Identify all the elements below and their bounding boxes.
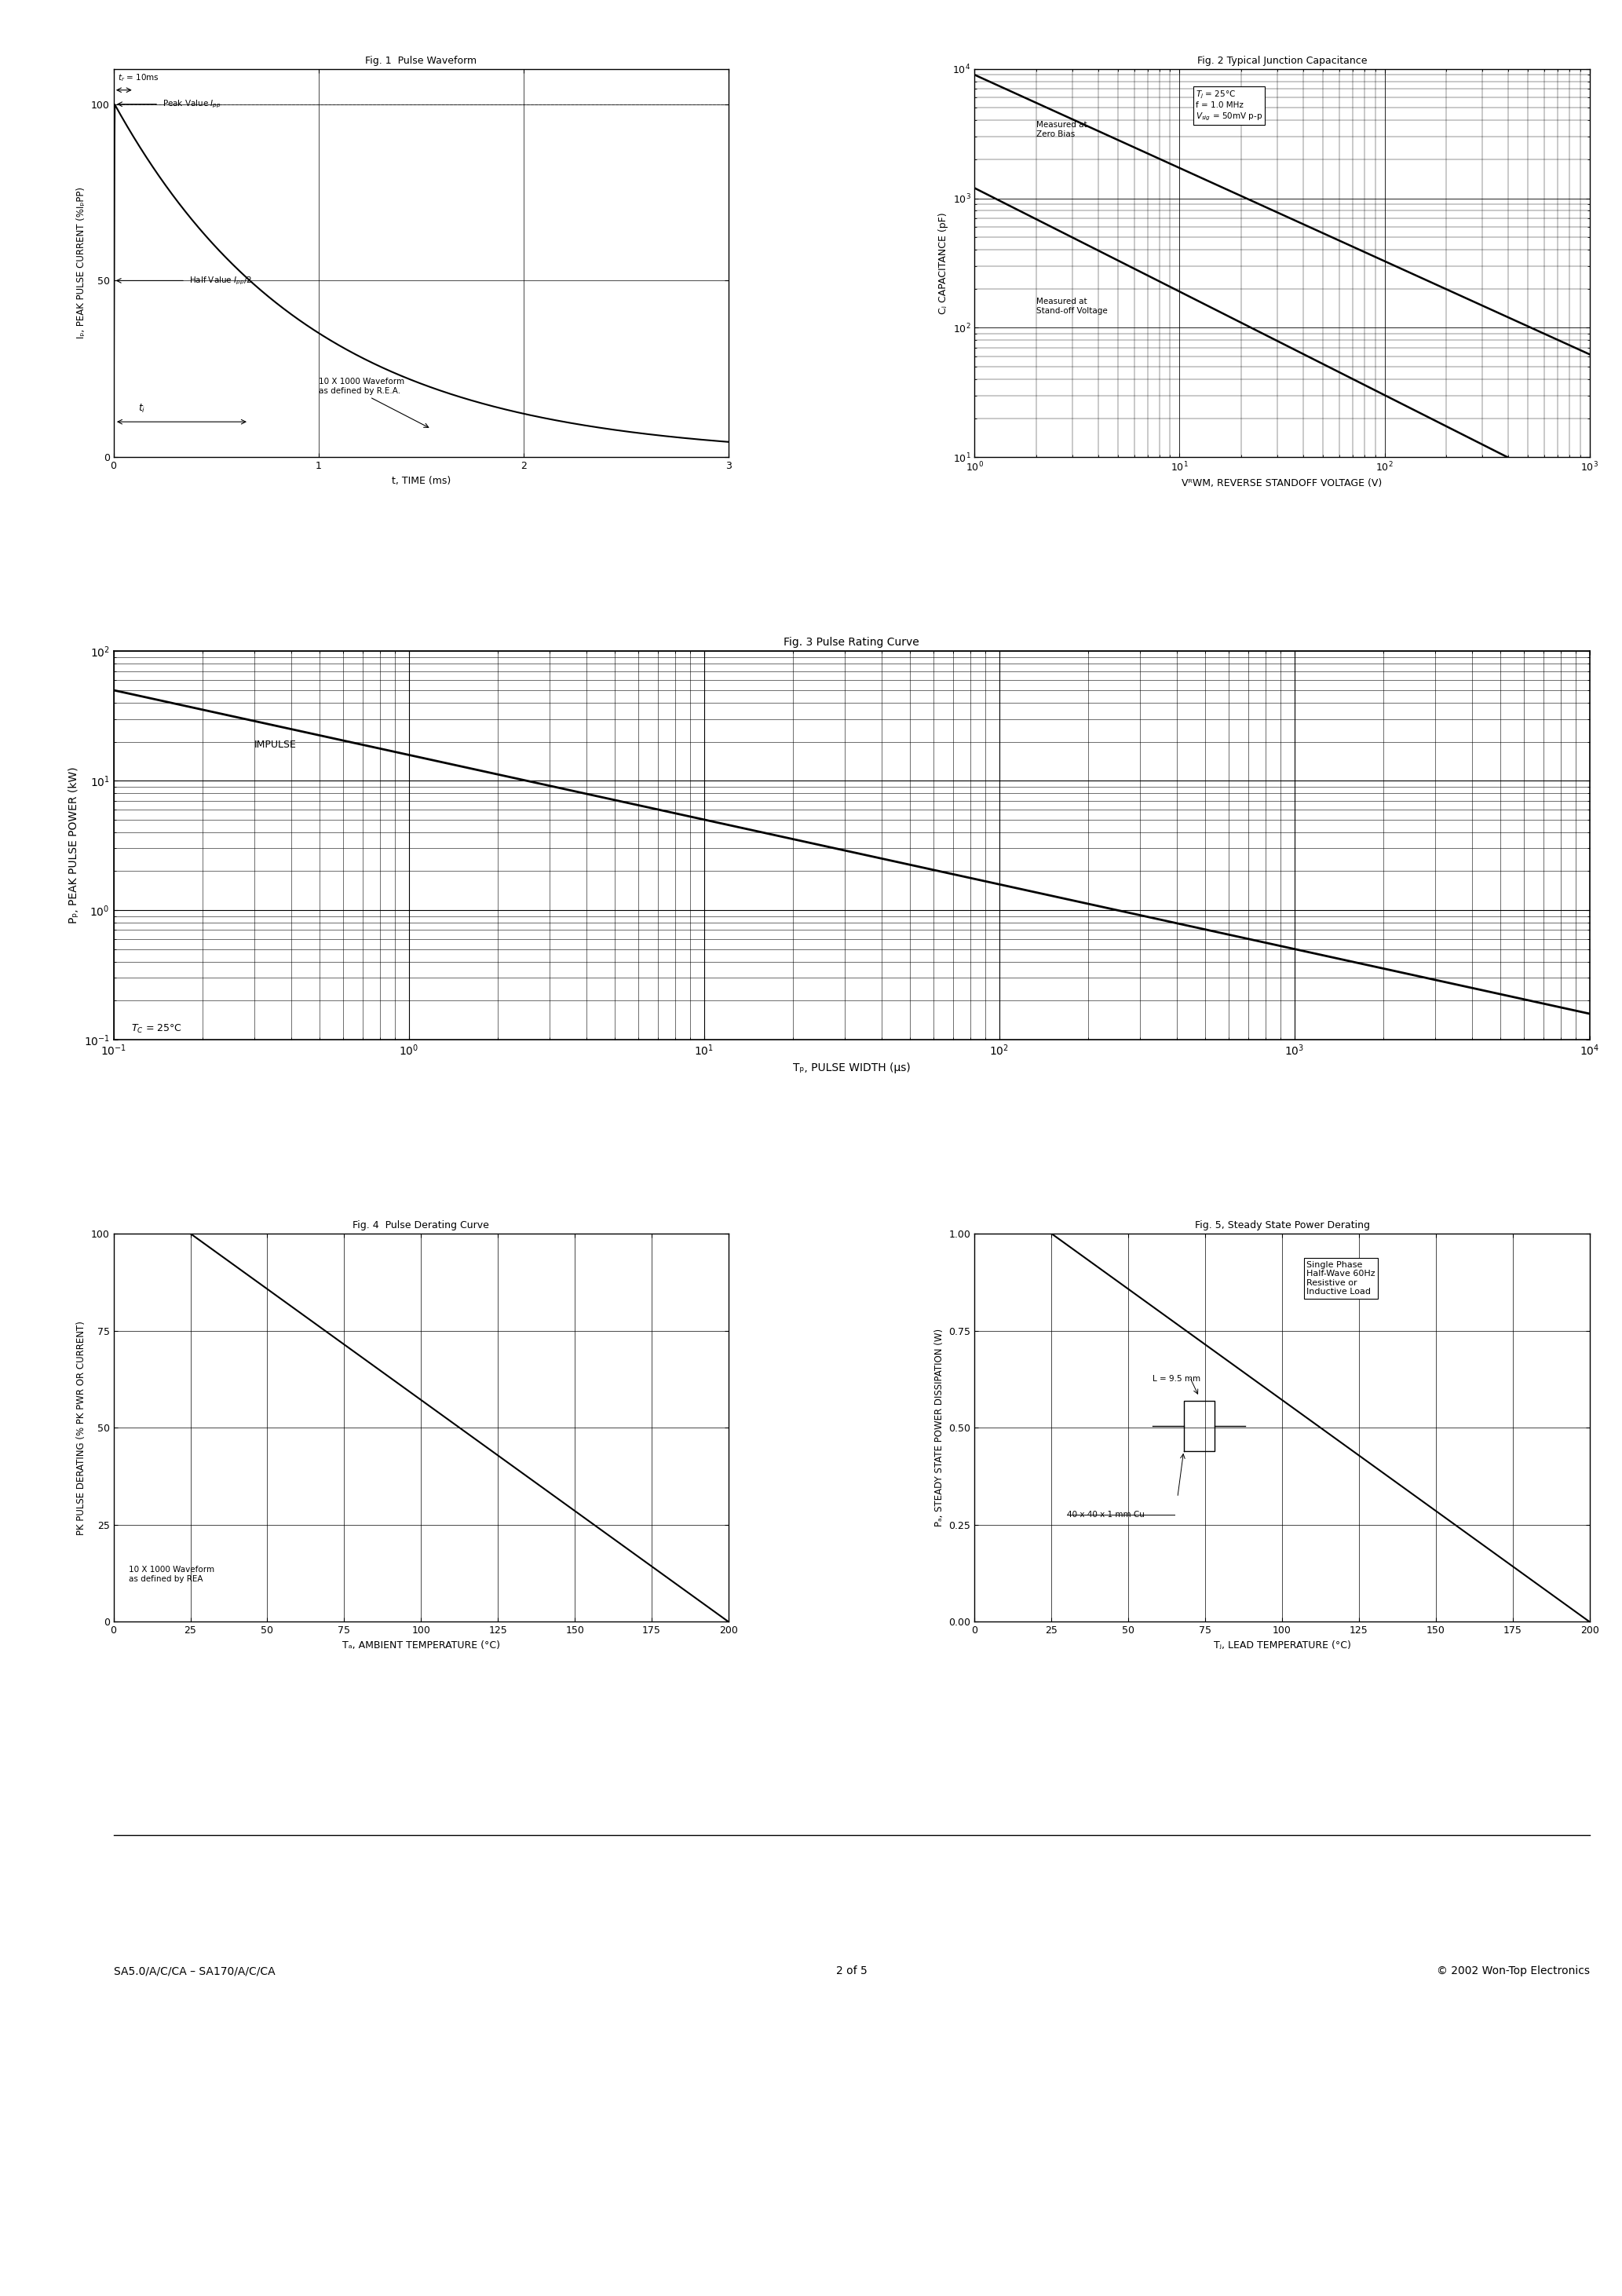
Text: $t_i$: $t_i$ — [138, 402, 146, 416]
Text: 40 x 40 x 1 mm Cu: 40 x 40 x 1 mm Cu — [1067, 1511, 1145, 1518]
Text: 10 X 1000 Waveform
as defined by REA: 10 X 1000 Waveform as defined by REA — [128, 1566, 214, 1582]
Text: © 2002 Won-Top Electronics: © 2002 Won-Top Electronics — [1437, 1965, 1590, 1977]
Text: IMPULSE: IMPULSE — [255, 739, 297, 751]
Title: Fig. 3 Pulse Rating Curve: Fig. 3 Pulse Rating Curve — [783, 636, 920, 647]
Text: 2 of 5: 2 of 5 — [835, 1965, 868, 1977]
X-axis label: t, TIME (ms): t, TIME (ms) — [391, 475, 451, 487]
Text: Measured at
Stand-off Voltage: Measured at Stand-off Voltage — [1036, 298, 1108, 315]
Text: $T_j$ = 25°C
f = 1.0 MHz
$V_{sig}$ = 50mV p-p: $T_j$ = 25°C f = 1.0 MHz $V_{sig}$ = 50m… — [1195, 90, 1262, 122]
Title: Fig. 2 Typical Junction Capacitance: Fig. 2 Typical Junction Capacitance — [1197, 55, 1367, 67]
Text: $t_r$ = 10ms: $t_r$ = 10ms — [118, 71, 159, 83]
Text: Measured at
Zero Bias: Measured at Zero Bias — [1036, 122, 1087, 138]
Y-axis label: Pₐ, STEADY STATE POWER DISSIPATION (W): Pₐ, STEADY STATE POWER DISSIPATION (W) — [934, 1329, 944, 1527]
Text: SA5.0/A/C/CA – SA170/A/C/CA: SA5.0/A/C/CA – SA170/A/C/CA — [114, 1965, 276, 1977]
Y-axis label: Cⱼ CAPACITANCE (pF): Cⱼ CAPACITANCE (pF) — [938, 211, 949, 315]
X-axis label: VᴿWM, REVERSE STANDOFF VOLTAGE (V): VᴿWM, REVERSE STANDOFF VOLTAGE (V) — [1182, 478, 1382, 489]
Title: Fig. 1  Pulse Waveform: Fig. 1 Pulse Waveform — [365, 55, 477, 67]
X-axis label: Tⱼ, LEAD TEMPERATURE (°C): Tⱼ, LEAD TEMPERATURE (°C) — [1213, 1639, 1351, 1651]
Text: Peak Value $I_{pp}$: Peak Value $I_{pp}$ — [162, 99, 222, 110]
Text: $T_C$ = 25°C: $T_C$ = 25°C — [131, 1024, 182, 1035]
X-axis label: Tₚ, PULSE WIDTH (μs): Tₚ, PULSE WIDTH (μs) — [793, 1063, 910, 1072]
Text: L = 9.5 mm: L = 9.5 mm — [1153, 1375, 1200, 1382]
Y-axis label: PK PULSE DERATING (% PK PWR OR CURRENT): PK PULSE DERATING (% PK PWR OR CURRENT) — [76, 1320, 86, 1534]
Y-axis label: Pₚ, PEAK PULSE POWER (kW): Pₚ, PEAK PULSE POWER (kW) — [68, 767, 79, 923]
Y-axis label: Iₚ, PEAK PULSE CURRENT (%IₚPP): Iₚ, PEAK PULSE CURRENT (%IₚPP) — [76, 188, 86, 340]
Text: Single Phase
Half-Wave 60Hz
Resistive or
Inductive Load: Single Phase Half-Wave 60Hz Resistive or… — [1307, 1261, 1375, 1295]
Title: Fig. 5, Steady State Power Derating: Fig. 5, Steady State Power Derating — [1194, 1219, 1369, 1231]
Text: 10 X 1000 Waveform
as defined by R.E.A.: 10 X 1000 Waveform as defined by R.E.A. — [318, 379, 404, 395]
Text: Half Value $I_{pp}/2$: Half Value $I_{pp}/2$ — [190, 276, 251, 287]
Title: Fig. 4  Pulse Derating Curve: Fig. 4 Pulse Derating Curve — [354, 1219, 490, 1231]
X-axis label: Tₐ, AMBIENT TEMPERATURE (°C): Tₐ, AMBIENT TEMPERATURE (°C) — [342, 1639, 500, 1651]
